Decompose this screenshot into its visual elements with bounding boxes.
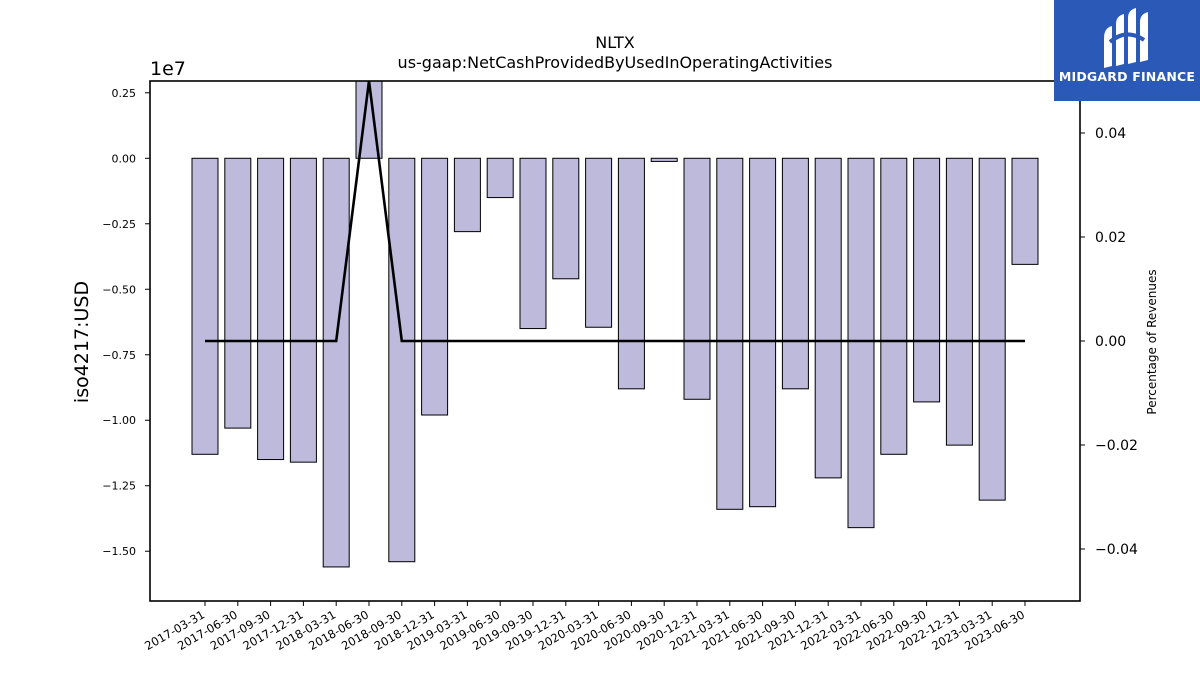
bar (519, 157, 547, 330)
bars-group (191, 80, 1039, 568)
bar (322, 157, 350, 568)
bar (421, 157, 449, 416)
bar (814, 157, 842, 479)
bar (585, 157, 613, 328)
y2-tick-label: −0.04 (1095, 542, 1138, 558)
y2-tick-label: 0.02 (1095, 230, 1126, 246)
bar (781, 157, 809, 390)
bar (945, 157, 973, 446)
bar (257, 157, 285, 461)
y-tick-label: −1.00 (102, 414, 136, 427)
y2-tick-label: −0.02 (1095, 438, 1138, 454)
bar (289, 157, 317, 463)
bar (224, 157, 252, 429)
bar (617, 157, 645, 390)
y2-tick-label: 0.04 (1095, 126, 1126, 142)
x-ticks: 2017-03-312017-06-302017-09-302017-12-31… (142, 601, 1027, 653)
y-tick-label: −1.25 (102, 480, 136, 493)
line-group (205, 80, 1025, 343)
chart-subtitle: us-gaap:NetCashProvidedByUsedInOperating… (398, 53, 833, 72)
bar (191, 157, 219, 455)
bar (749, 157, 777, 508)
y-tick-label: −0.25 (102, 218, 136, 231)
bar (978, 157, 1006, 501)
brand-name: MIDGARD FINANCE (1058, 69, 1196, 84)
y-tick-label: 0.25 (112, 87, 137, 100)
chart-title: NLTX (595, 33, 634, 52)
bar (453, 157, 481, 233)
y-tick-label: 0.00 (112, 152, 137, 165)
bar (486, 157, 514, 199)
midgard-logo-icon (1104, 8, 1148, 68)
y2-axis-label: Percentage of Revenues (1145, 269, 1159, 414)
bar (552, 157, 580, 280)
y-tick-label: −0.75 (102, 349, 136, 362)
bar (913, 157, 941, 403)
brand-logo: MIDGARD FINANCE (1054, 0, 1200, 101)
y-tick-label: −0.50 (102, 283, 136, 296)
y2-ticks: 0.04 0.02 0.00 −0.02 −0.04 (1080, 126, 1138, 558)
y-exponent-label: 1e7 (150, 58, 186, 80)
series2-line (205, 80, 1025, 343)
bar (1011, 157, 1039, 265)
bar (847, 157, 875, 529)
bar (388, 157, 416, 563)
bar (650, 157, 678, 162)
y2-tick-label: 0.00 (1095, 334, 1126, 350)
bar (683, 157, 711, 400)
y-axis-label: iso4217:USD (71, 281, 93, 403)
bar (716, 157, 744, 510)
y-tick-label: −1.50 (102, 545, 136, 558)
y-ticks: 0.25 0.00 −0.25 −0.50 −0.75 −1.00 −1.25 −1.50 (102, 87, 150, 558)
bar (880, 157, 908, 455)
